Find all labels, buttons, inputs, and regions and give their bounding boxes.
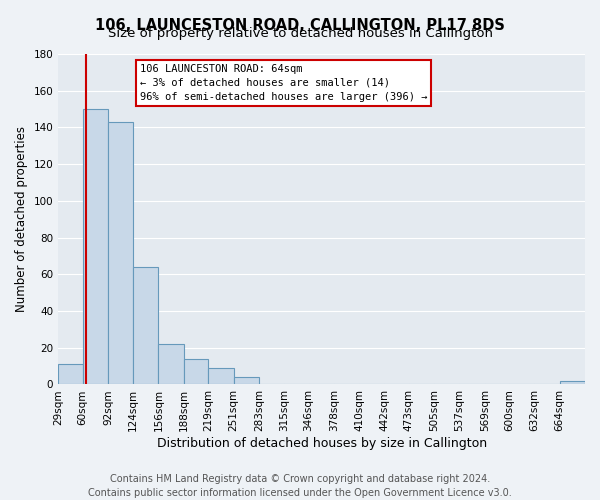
X-axis label: Distribution of detached houses by size in Callington: Distribution of detached houses by size …	[157, 437, 487, 450]
Text: Contains HM Land Registry data © Crown copyright and database right 2024.
Contai: Contains HM Land Registry data © Crown c…	[88, 474, 512, 498]
Bar	[560, 381, 585, 384]
Bar	[158, 344, 184, 385]
Bar	[108, 122, 133, 384]
Text: 106 LAUNCESTON ROAD: 64sqm
← 3% of detached houses are smaller (14)
96% of semi-: 106 LAUNCESTON ROAD: 64sqm ← 3% of detac…	[140, 64, 427, 102]
Bar	[184, 359, 208, 384]
Text: 106, LAUNCESTON ROAD, CALLINGTON, PL17 8DS: 106, LAUNCESTON ROAD, CALLINGTON, PL17 8…	[95, 18, 505, 32]
Bar	[133, 267, 158, 384]
Bar	[233, 377, 259, 384]
Bar	[208, 368, 233, 384]
Y-axis label: Number of detached properties: Number of detached properties	[15, 126, 28, 312]
Bar	[83, 109, 108, 384]
Bar	[58, 364, 83, 384]
Text: Size of property relative to detached houses in Callington: Size of property relative to detached ho…	[107, 28, 493, 40]
